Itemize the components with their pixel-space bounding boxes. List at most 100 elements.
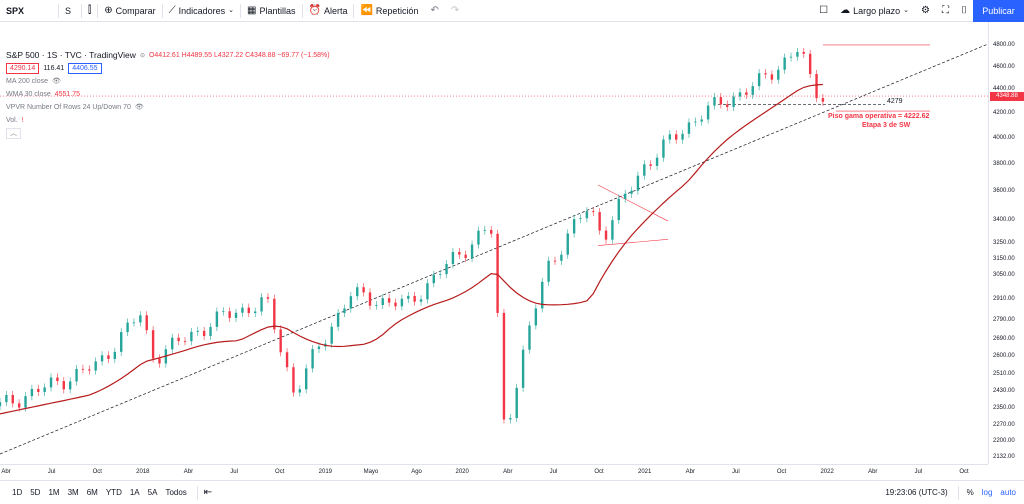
top-toolbar: SPX S ⫿ ⊕ Comparar ⟋ Indicadores ⌄ ▦ Plantil… (0, 0, 1024, 22)
replay-button[interactable]: ⏪ Repetición (354, 0, 424, 22)
replay-label: Repetición (375, 5, 419, 16)
chart-type-button[interactable]: ⫿ (82, 0, 97, 22)
templates-button[interactable]: ▦ Plantillas (241, 0, 301, 22)
range-button-1m[interactable]: 1M (48, 488, 60, 497)
candle-body (273, 298, 276, 330)
auto-toggle[interactable]: auto (1000, 488, 1016, 497)
candle-body (139, 315, 142, 323)
snapshot-button[interactable]: ⌷ (955, 0, 973, 22)
divider (161, 3, 163, 18)
candle-body (700, 119, 703, 122)
range-button-3m[interactable]: 3M (67, 488, 79, 497)
stage-annotation: Etapa 3 de SW (862, 122, 911, 129)
time-tick-label: Jul (732, 469, 740, 475)
range-button-5d[interactable]: 5D (30, 488, 41, 497)
clock-time[interactable]: 19:23:06 (UTC-3) (885, 488, 948, 497)
price-tick-label: 2790.00 (993, 317, 1015, 324)
alarm-clock-icon: ⏰ (308, 4, 321, 16)
range-button-todos[interactable]: Todos (165, 488, 187, 497)
candle-body (617, 198, 620, 221)
layout-select[interactable]: ☁ Largo plazo ⌄ (834, 0, 915, 22)
time-axis[interactable]: Abr Jul Oct 2018 Abr Jul Oct 2019 Mayo Ago 2020 Abr… (0, 464, 988, 480)
candle-body (305, 368, 308, 390)
legend-vpvr-row: VPVR Number Of Rows 24 Up/Down 70 👁 (6, 101, 330, 114)
candle-body (470, 244, 474, 259)
candle-body (158, 358, 161, 364)
wma-value: 4551.75 (54, 91, 81, 98)
range-button-1a[interactable]: 1A (129, 488, 140, 497)
time-tick-label: Abr (868, 469, 878, 475)
candle-body (808, 53, 812, 74)
candle-body (458, 251, 461, 255)
price-chart[interactable] (0, 22, 988, 464)
time-tick-label: Jul (914, 469, 923, 475)
time-tick-label: 2020 (455, 469, 469, 475)
spread-value: 116.41 (43, 65, 65, 72)
candle-body (279, 329, 282, 353)
candle-body (362, 287, 365, 293)
alert-button[interactable]: ⏰ Alerta (303, 0, 354, 22)
current-price-tag: 4348.88 (990, 92, 1024, 102)
indicators-label: Indicadores (178, 5, 226, 16)
range-button-6m[interactable]: 6M (86, 488, 98, 497)
price-tick-label: 3400.00 (993, 217, 1015, 224)
candle-body (120, 332, 123, 352)
publish-button[interactable]: Publicar (973, 0, 1024, 22)
undo-icon: ↶ (430, 4, 439, 16)
trend-lines (0, 43, 988, 455)
candle-body (171, 337, 174, 350)
fullscreen-button[interactable]: ⛶ (936, 0, 955, 22)
undo-button[interactable]: ↶ (424, 0, 444, 22)
candle-body (222, 311, 225, 313)
vol-label: Vol. (6, 117, 18, 124)
candle-body (521, 349, 525, 388)
layout-square-button[interactable]: ☐ (813, 0, 834, 22)
candle-body (228, 311, 231, 318)
candle-body (757, 73, 761, 87)
percent-toggle[interactable]: % (966, 488, 974, 497)
time-tick-label: 2021 (637, 469, 652, 475)
price-tick-label: 2132.00 (993, 454, 1015, 460)
wma-label: WMA 30 close (6, 91, 51, 98)
divider (353, 3, 355, 18)
candles-icon: ⫿ (88, 4, 92, 16)
calendar-range-icon[interactable]: ⇤ (203, 486, 213, 498)
collapse-legend-button[interactable]: ︿ (6, 128, 21, 139)
range-buttons: 1D 5D 1M 3M 6M YTD 1A 5A Todos (0, 488, 191, 497)
settings-button[interactable]: ⚙ (915, 0, 936, 22)
divider (58, 3, 59, 18)
range-button-ytd[interactable]: YTD (105, 488, 122, 497)
candle-body (196, 330, 199, 332)
candle-body (17, 403, 21, 408)
log-toggle[interactable]: log (981, 488, 993, 497)
candle-body (400, 298, 404, 307)
interval-button[interactable]: S (59, 0, 81, 22)
candle-body (815, 73, 818, 99)
candle-body (821, 98, 825, 102)
candle-body (209, 326, 212, 337)
candle-body (183, 341, 187, 342)
plus-circle-icon: ⊕ (104, 4, 113, 16)
candle-body (419, 299, 423, 302)
candle-body (796, 51, 799, 57)
chart-pane[interactable]: S&P 500 · 1S · TVC · TradingView ⊝ O4412… (0, 22, 988, 464)
candle-body (387, 298, 391, 303)
candle-body (706, 105, 710, 120)
price-axis[interactable]: 4800.00 4600.00 4400.00 4200.00 4000.00 3800.… (988, 22, 1024, 464)
ask-price[interactable]: 4406.55 (68, 63, 102, 74)
candle-body (177, 337, 180, 342)
symbol-search[interactable]: SPX (0, 0, 58, 22)
candle-body (738, 92, 742, 97)
eye-off-icon[interactable]: 👁 (52, 77, 61, 85)
eye-off-icon[interactable]: 👁 (134, 103, 144, 111)
indicators-button[interactable]: ⟋ Indicadores ⌄ (163, 0, 240, 22)
bid-price[interactable]: 4290.14 (6, 63, 40, 74)
candle-body (253, 311, 257, 314)
redo-button[interactable]: ↷ (445, 0, 465, 22)
interval-label: S (65, 5, 72, 16)
range-button-1d[interactable]: 1D (12, 488, 23, 497)
range-button-5a[interactable]: 5A (147, 488, 158, 497)
compare-button[interactable]: ⊕ Comparar (98, 0, 161, 22)
candle-body (464, 254, 467, 259)
legend-ohlc: O4412.61 H4489.55 L4327.22 C4348.88 −69.… (148, 52, 330, 59)
